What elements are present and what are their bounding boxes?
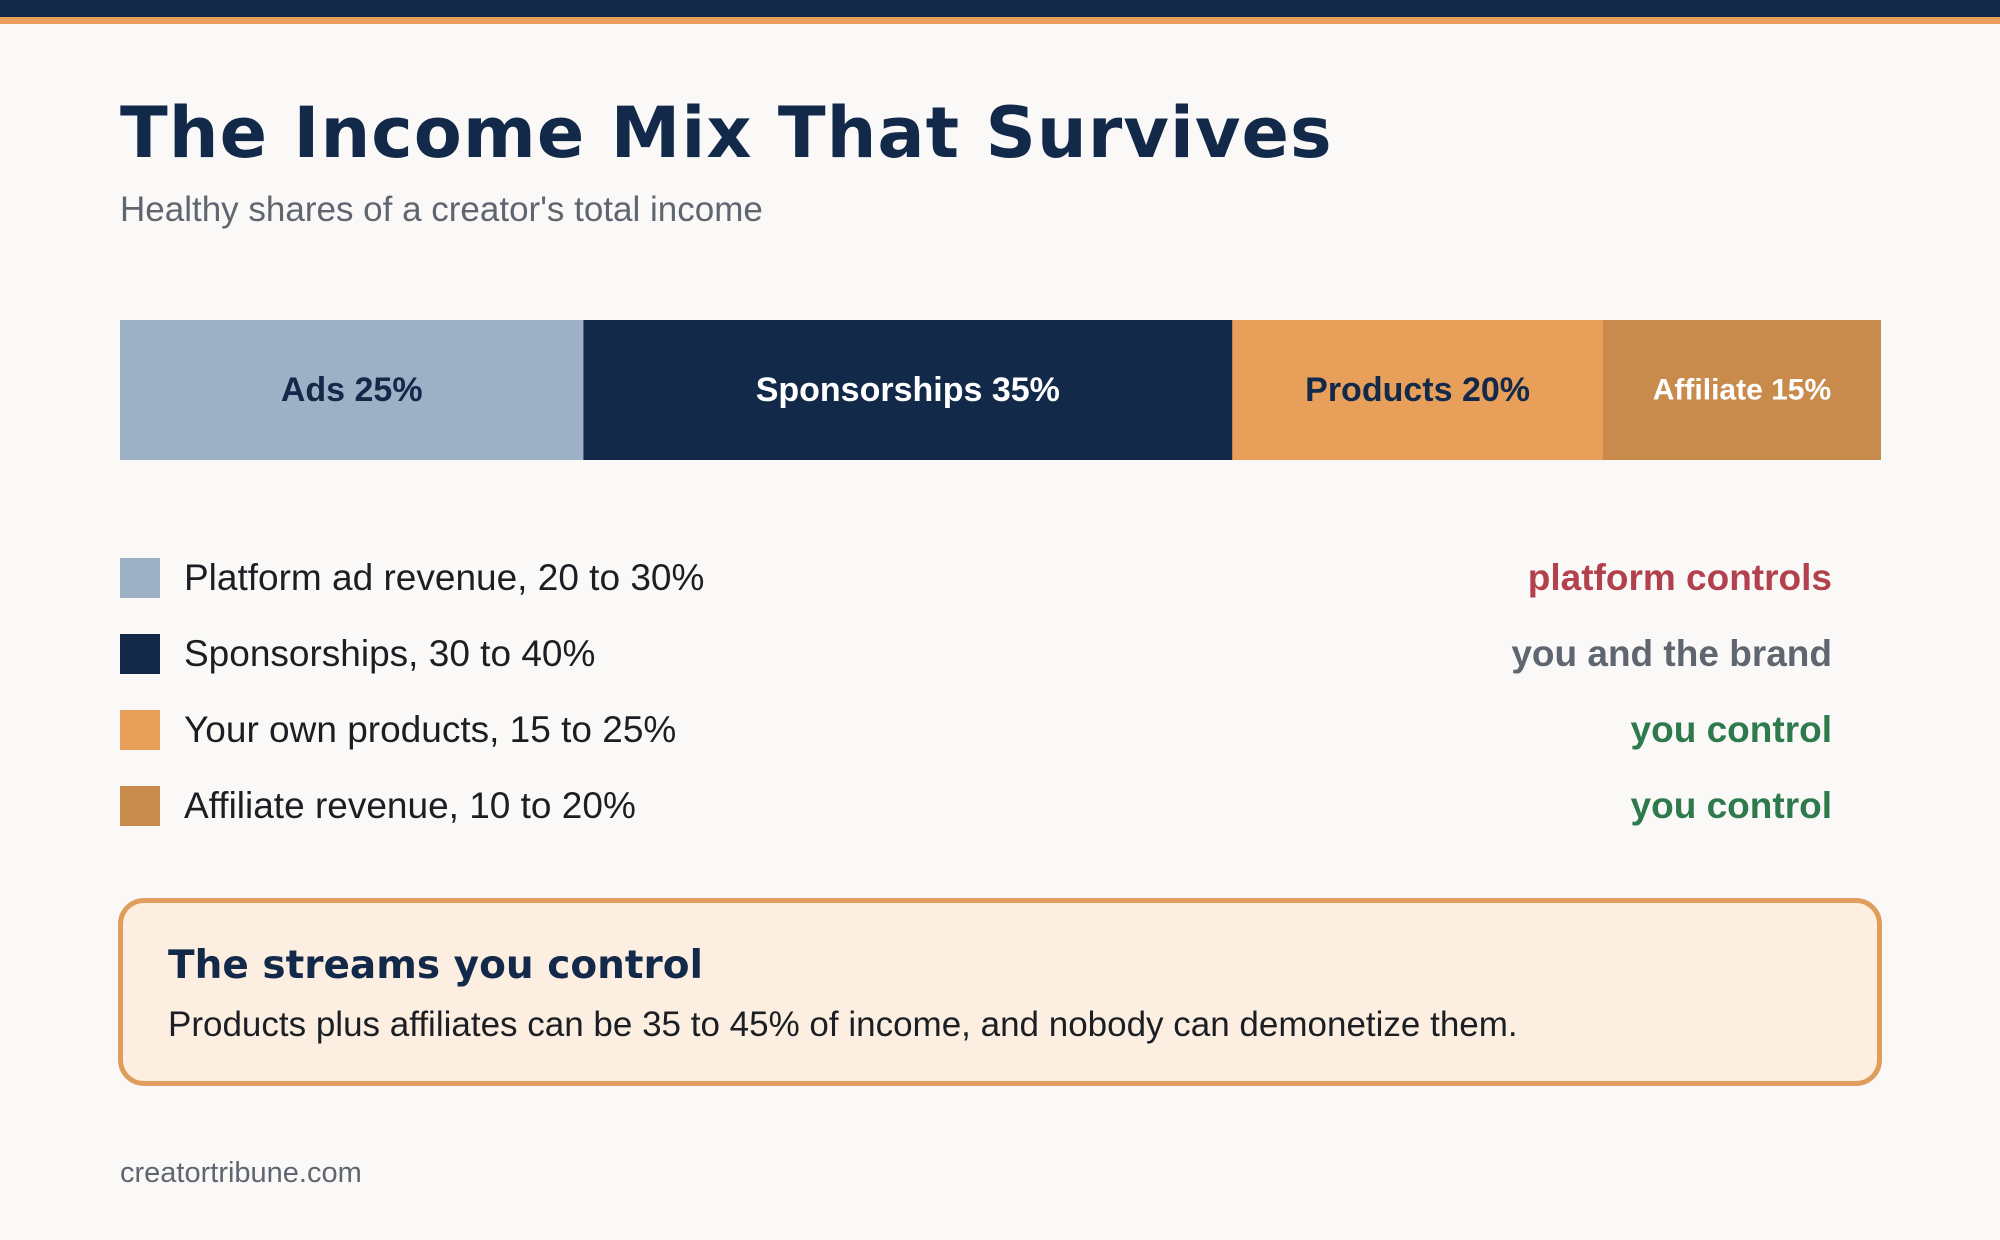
legend-row-sponsorships: Sponsorships, 30 to 40% you and the bran… bbox=[120, 616, 1832, 692]
legend-label-affiliate: Affiliate revenue, 10 to 20% bbox=[184, 785, 636, 826]
legend-label-products: Your own products, 15 to 25% bbox=[184, 709, 677, 750]
callout-box: The streams you control Products plus af… bbox=[118, 898, 1882, 1086]
bar-label-ads: Ads 25% bbox=[281, 371, 423, 409]
bar-label-products: Products 20% bbox=[1305, 371, 1530, 409]
legend-row-affiliate: Affiliate revenue, 10 to 20% you control bbox=[120, 768, 1832, 844]
bar-label-affiliate: Affiliate 15% bbox=[1653, 374, 1831, 407]
callout-title: The streams you control bbox=[168, 943, 703, 988]
legend-control-ads: platform controls bbox=[1527, 557, 1832, 598]
legend-swatch-sponsorships bbox=[120, 634, 160, 674]
legend-swatch-ads bbox=[120, 558, 160, 598]
legend-swatch-products bbox=[120, 710, 160, 750]
bar-segment-sponsorships bbox=[583, 320, 1233, 460]
top-bar bbox=[0, 0, 2000, 17]
page-subtitle: Healthy shares of a creator's total inco… bbox=[120, 190, 763, 229]
page-title: The Income Mix That Survives bbox=[120, 92, 1333, 174]
legend-label-sponsorships: Sponsorships, 30 to 40% bbox=[184, 633, 596, 674]
legend-label-ads: Platform ad revenue, 20 to 30% bbox=[184, 557, 705, 598]
stacked-bar-svg: Ads 25% Sponsorships 35% Products 20% Affil… bbox=[120, 320, 1881, 460]
bar-segment-products bbox=[1232, 320, 1604, 460]
bar-segment-affiliate bbox=[1602, 320, 1881, 460]
legend-control-products: you control bbox=[1630, 709, 1832, 750]
footer-source: creatortribune.com bbox=[120, 1157, 362, 1189]
bar-segment-ads bbox=[120, 320, 584, 460]
legend-control-affiliate: you control bbox=[1630, 785, 1832, 826]
legend-row-products: Your own products, 15 to 25% you control bbox=[120, 692, 1832, 768]
bar-label-sponsorships: Sponsorships 35% bbox=[756, 371, 1060, 409]
legend-control-sponsorships: you and the brand bbox=[1511, 633, 1832, 674]
legend: Platform ad revenue, 20 to 30% platform … bbox=[120, 540, 1832, 844]
top-accent-stripe bbox=[0, 17, 2000, 24]
stacked-income-bar: Ads 25% Sponsorships 35% Products 20% Affil… bbox=[120, 320, 1881, 460]
callout-body: Products plus affiliates can be 35 to 45… bbox=[168, 1005, 1518, 1044]
legend-row-ads: Platform ad revenue, 20 to 30% platform … bbox=[120, 540, 1832, 616]
legend-swatch-affiliate bbox=[120, 786, 160, 826]
